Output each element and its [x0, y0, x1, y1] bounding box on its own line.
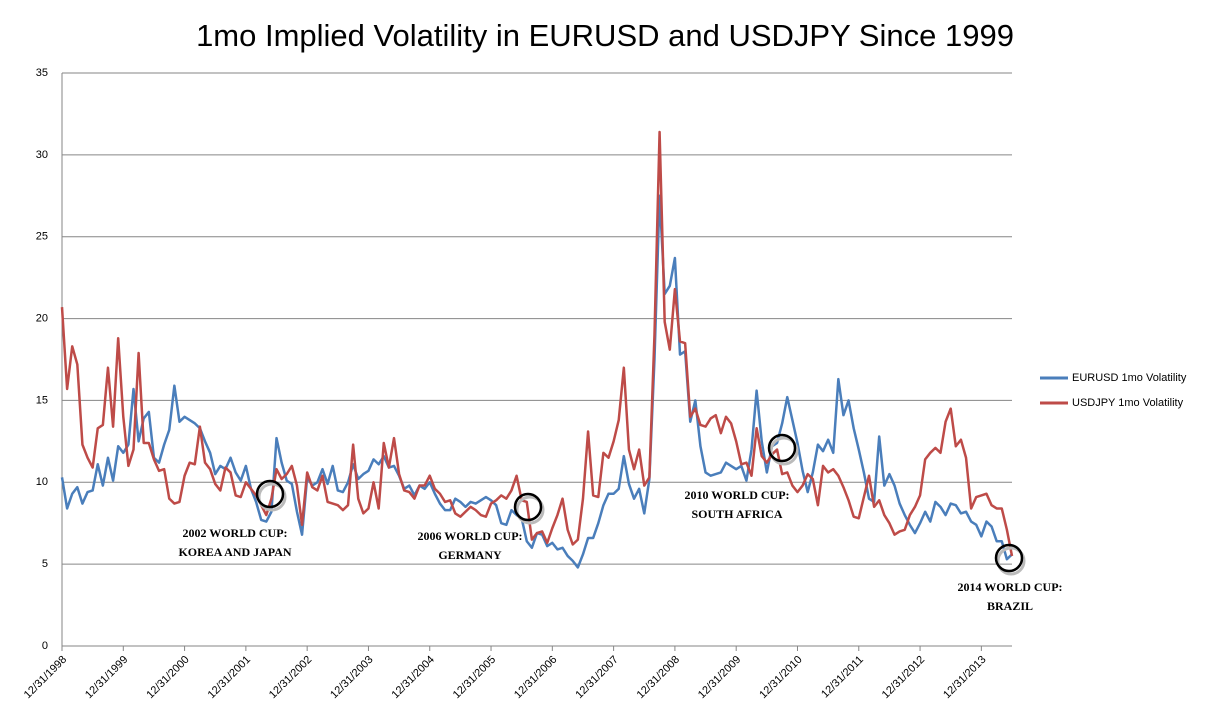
- chart-title: 1mo Implied Volatility in EURUSD and USD…: [196, 18, 1014, 53]
- y-tick-label: 0: [42, 640, 48, 652]
- annotation-circle-shadow: [257, 482, 287, 512]
- legend-label: USDJPY 1mo Volatility: [1072, 397, 1184, 409]
- y-tick-label: 20: [36, 312, 48, 324]
- series-line: [60, 194, 1013, 569]
- x-tick-label: 12/31/2006: [512, 654, 559, 701]
- x-tick-label: 12/31/2009: [696, 654, 743, 701]
- x-tick-label: 12/31/2002: [267, 654, 314, 701]
- x-tick-label: 12/31/2008: [635, 654, 682, 701]
- annotation-text: 2006 WORLD CUP:: [417, 529, 522, 543]
- x-tick-label: 12/31/1999: [83, 654, 130, 701]
- y-tick-label: 25: [36, 231, 48, 243]
- annotation-text: KOREA AND JAPAN: [178, 545, 291, 559]
- annotation-text: 2014 WORLD CUP:: [957, 580, 1062, 594]
- y-tick-label: 5: [42, 558, 48, 570]
- annotation-text: 2010 WORLD CUP:: [684, 488, 789, 502]
- x-tick-label: 12/31/2007: [573, 654, 620, 701]
- annotation-circle-shadow: [769, 436, 799, 466]
- x-tick-label: 12/31/1998: [22, 654, 69, 701]
- annotation-circle-shadow: [996, 546, 1026, 576]
- annotation-text: SOUTH AFRICA: [691, 507, 782, 521]
- annotation-circle: [513, 492, 543, 522]
- series-line: [60, 130, 1014, 557]
- y-tick-label: 15: [36, 394, 48, 406]
- annotation-text: 2002 WORLD CUP:: [182, 526, 287, 540]
- annotation-text: BRAZIL: [987, 599, 1033, 613]
- legend-label: EURUSD 1mo Volatility: [1072, 372, 1187, 384]
- y-tick-label: 30: [36, 149, 48, 161]
- x-tick-label: 12/31/2005: [451, 654, 498, 701]
- x-tick-label: 12/31/2001: [206, 654, 253, 701]
- x-tick-label: 12/31/2010: [757, 654, 804, 701]
- x-tick-label: 12/31/2000: [144, 654, 191, 701]
- annotation-circle: [994, 543, 1024, 573]
- x-tick-label: 12/31/2004: [389, 654, 436, 701]
- y-tick-label: 10: [36, 476, 48, 488]
- annotation-circle: [767, 433, 797, 463]
- x-tick-label: 12/31/2011: [819, 654, 866, 701]
- x-tick-label: 12/31/2012: [880, 654, 927, 701]
- annotation-circle-shadow: [515, 495, 545, 525]
- x-tick-label: 12/31/2013: [941, 654, 988, 701]
- annotation-text: GERMANY: [438, 548, 502, 562]
- y-tick-label: 35: [36, 67, 48, 79]
- annotation-circle: [255, 479, 285, 509]
- x-tick-label: 12/31/2003: [328, 654, 375, 701]
